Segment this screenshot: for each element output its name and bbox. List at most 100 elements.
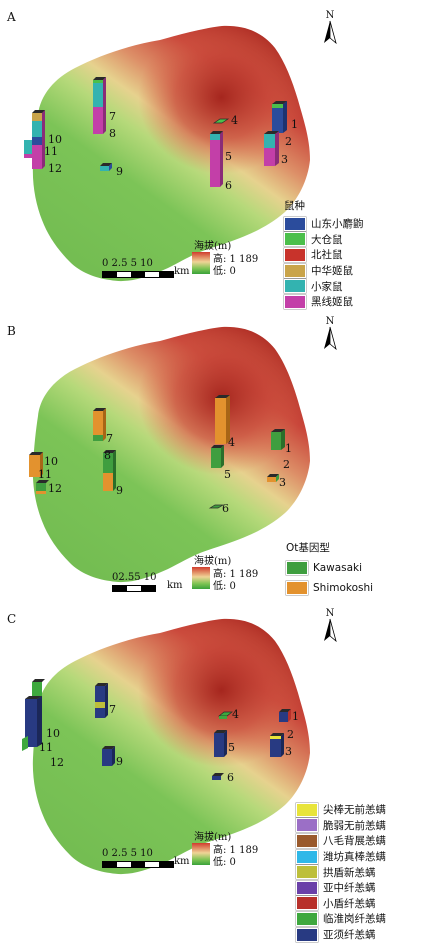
elevation-high: 高: 1 189 [213, 845, 259, 856]
site-label: 9 [116, 484, 123, 497]
bar-site-2-3 [270, 733, 284, 757]
site-label: 1 [292, 710, 299, 723]
site-label: 4 [228, 436, 235, 449]
legend-item: 小盾纤恙螨 [296, 896, 386, 912]
site-label: 5 [224, 468, 231, 481]
legend-label: Kawasaki [313, 562, 363, 574]
terrain-map [32, 326, 310, 583]
legend-swatch [296, 802, 318, 817]
legend-swatch [286, 561, 308, 575]
terrain-map [32, 618, 310, 875]
north-arrow: N [318, 10, 342, 45]
bar-site-10-12 [22, 679, 45, 751]
scale-unit: km [174, 856, 190, 867]
scale-bar: 0 2.5 5 10 km [102, 848, 192, 874]
panel-letter: C [7, 612, 17, 626]
legend-label: 中华姬鼠 [311, 265, 353, 278]
site-label: 7 [109, 110, 116, 123]
site-label: 2 [285, 135, 292, 148]
scale-ticks: 0 2.5 5 10 [102, 258, 153, 269]
legend-label: 北社鼠 [311, 249, 343, 262]
site-label: 4 [232, 708, 239, 721]
legend-swatch [296, 818, 318, 833]
legend-label: 亚中纤恙螨 [323, 882, 376, 895]
site-label: 12 [48, 162, 62, 175]
site-label: 5 [225, 150, 232, 163]
legend-item: 尖棒无前恙螨 [296, 802, 386, 818]
bar-site-6 [208, 504, 225, 509]
scale-unit: km [167, 580, 183, 591]
legend-swatch [284, 294, 306, 309]
north-label: N [325, 316, 335, 327]
bar-site-6 [212, 773, 224, 780]
legend-swatch [286, 581, 308, 595]
site-label: 12 [48, 482, 62, 495]
legend-label: 潍坊真棒恙螨 [323, 851, 386, 864]
legend-item: 亚须纤恙螨 [296, 927, 386, 943]
elevation-title: 海拔(m) [194, 832, 232, 843]
legend-swatch [296, 833, 318, 848]
legend-item: 中华姬鼠 [284, 263, 364, 279]
prism-bars [24, 77, 287, 187]
site-label: 9 [116, 755, 123, 768]
legend-item: 八毛背展恙螨 [296, 833, 386, 849]
site-label: 6 [222, 502, 229, 515]
prism-bars [29, 395, 285, 509]
elevation-low: 低: 0 [213, 857, 236, 868]
legend-swatch [284, 216, 306, 231]
site-label: 1 [291, 118, 298, 131]
legend-item: Kawasaki [286, 558, 373, 578]
site-label: 11 [44, 145, 58, 158]
legend-label: 脆弱无前恙螨 [323, 819, 386, 832]
panel-letter: B [7, 324, 16, 338]
elevation-ramp [192, 567, 210, 589]
bar-site-2 [264, 131, 279, 166]
bar-site-5 [211, 445, 224, 468]
bar-site-9b [102, 746, 115, 766]
legend-label: 尖棒无前恙螨 [323, 804, 386, 817]
panel-b: B N 1 2 3 4 5 6 7 8 9 10 11 12 海拔(m) 高: … [0, 316, 426, 606]
legend-item: Shimokoshi [286, 578, 373, 598]
elevation-title: 海拔(m) [194, 241, 232, 252]
legend-swatch [284, 263, 306, 278]
legend-label: 临淮岗纤恙螨 [323, 913, 386, 926]
site-label: 7 [106, 432, 113, 445]
bar-site-4 [215, 395, 230, 444]
legend-label: 小盾纤恙螨 [323, 897, 376, 910]
north-arrow: N [318, 608, 342, 643]
site-label: 2 [283, 458, 290, 471]
bar-site-4 [212, 118, 230, 124]
elevation-title: 海拔(m) [194, 556, 232, 567]
bar-site-5 [214, 730, 227, 757]
site-label: 4 [231, 114, 238, 127]
legend-swatch [284, 232, 306, 247]
bar-site-9 [100, 163, 112, 171]
legend-label: 黑线姬鼠 [311, 296, 353, 309]
site-label: 11 [38, 468, 52, 481]
legend-swatch [284, 279, 306, 294]
site-label: 6 [227, 771, 234, 784]
legend-swatch [296, 849, 318, 864]
bar-site-7-8 [93, 77, 106, 134]
bar-site-3 [267, 474, 279, 482]
panel-letter: A [7, 10, 16, 24]
site-label: 1 [285, 442, 292, 455]
north-arrow: N [318, 316, 342, 351]
legend-swatch [296, 911, 318, 926]
bar-site-7-8 [93, 408, 106, 441]
legend-item: 潍坊真棒恙螨 [296, 849, 386, 865]
bar-site-10-12 [29, 452, 49, 494]
legend-label: 亚须纤恙螨 [323, 929, 376, 942]
bar-site-10-12 [24, 110, 45, 169]
bar-site-7-9 [95, 683, 108, 718]
elevation-ramp [192, 843, 210, 865]
legend-item: 大仓鼠 [284, 232, 364, 248]
north-label: N [325, 10, 335, 21]
legend-item: 拱盾新恙螨 [296, 864, 386, 880]
panel-a: A N 1 2 3 4 5 6 7 8 9 10 11 12 海拔(m) 高: … [0, 0, 426, 316]
bar-site-4 [218, 711, 233, 719]
elevation-low: 低: 0 [213, 266, 236, 277]
elevation-low: 低: 0 [213, 581, 236, 592]
site-label: 8 [104, 449, 111, 462]
site-label: 10 [44, 455, 58, 468]
